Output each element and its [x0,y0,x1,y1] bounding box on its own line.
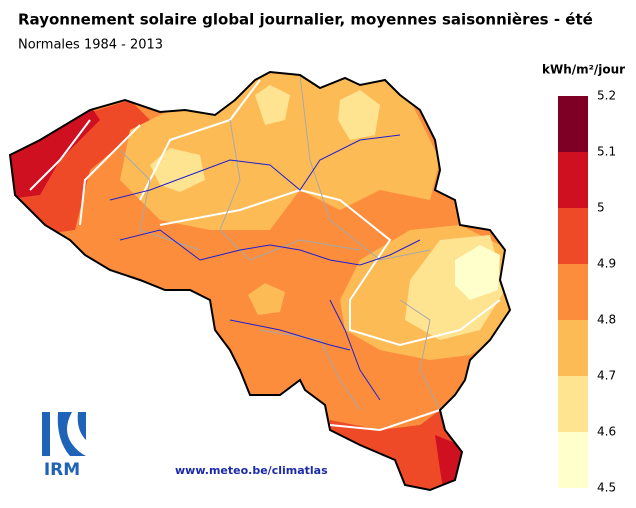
logo-text: IRM [44,460,80,480]
legend-tick-label: 5.1 [597,145,616,159]
map [10,72,510,490]
legend-tick-label: 4.8 [597,313,616,327]
zone [10,105,100,200]
zone [435,435,470,490]
legend-swatch [558,152,588,208]
legend-unit: kWh/m²/jour [542,63,625,77]
url: www.meteo.be/climatlas [175,464,328,477]
legend-swatch [558,320,588,376]
legend-tick-label: 4.9 [597,257,616,271]
logo-mark [42,412,86,456]
legend-swatch [558,96,588,152]
zone [150,148,205,192]
legend-tick-label: 4.6 [597,425,616,439]
zone [455,245,500,300]
legend-tick-label: 4.5 [597,481,616,495]
legend-swatch [558,376,588,432]
zone [338,90,380,140]
subtitle: Normales 1984 - 2013 [18,38,163,53]
legend-tick-label: 5 [597,201,605,215]
legend-swatch [558,208,588,264]
legend-swatch [558,264,588,320]
legend: 4.5 4.6 4.7 4.8 4.9 5 5.1 5.2 [558,89,616,495]
legend-tick-label: 4.7 [597,369,616,383]
zone [248,283,285,315]
legend-tick-label: 5.2 [597,89,616,103]
title: Rayonnement solaire global journalier, m… [18,11,593,29]
zone [255,85,290,125]
legend-swatch [558,432,588,488]
logo: IRM [40,412,86,480]
